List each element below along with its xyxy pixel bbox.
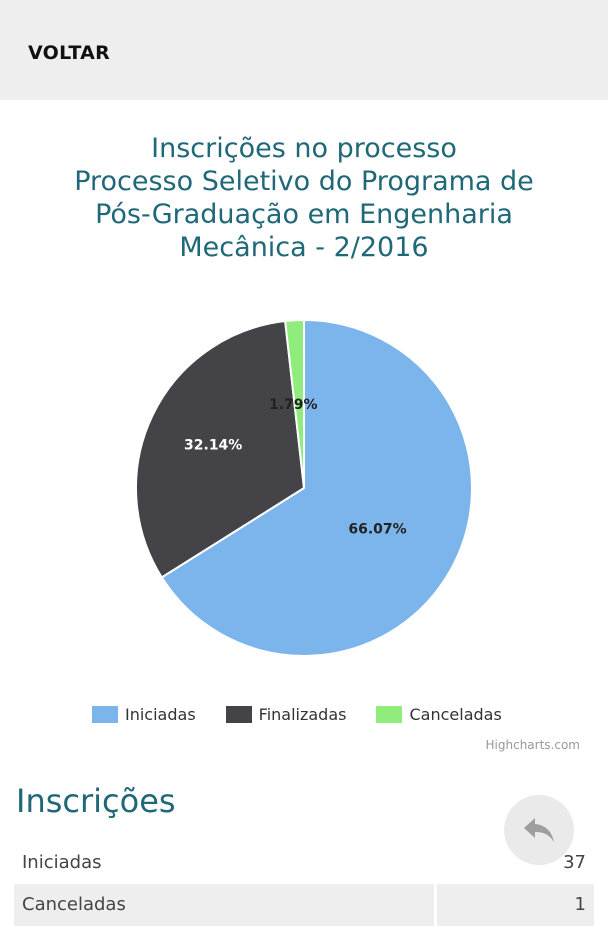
stats-table: Iniciadas 37 Canceladas 1 xyxy=(14,842,594,926)
legend-label: Canceladas xyxy=(409,704,502,724)
chart-legend: Iniciadas Finalizadas Canceladas xyxy=(92,702,532,726)
legend-label: Iniciadas xyxy=(125,704,196,724)
row-label: Iniciadas xyxy=(22,852,102,873)
legend-label: Finalizadas xyxy=(258,704,347,724)
table-row: Canceladas 1 xyxy=(14,884,594,926)
section-title: Inscrições xyxy=(16,782,176,820)
legend-item-finalizadas[interactable]: Finalizadas xyxy=(225,704,347,724)
chart-title-line: Processo Seletivo do Programa de xyxy=(74,166,534,197)
chart-title-line: Mecânica - 2/2016 xyxy=(179,232,429,263)
row-divider xyxy=(434,884,437,926)
reply-icon xyxy=(524,818,554,842)
pie-data-label: 1.79% xyxy=(269,397,318,413)
legend-swatch xyxy=(376,705,403,723)
pie-slice-iniciadas[interactable] xyxy=(160,318,473,657)
row-value: 1 xyxy=(574,894,586,915)
reply-button[interactable] xyxy=(504,795,574,865)
row-value: 37 xyxy=(563,852,586,873)
back-button[interactable]: VOLTAR xyxy=(28,42,111,64)
pie-slice-canceladas[interactable] xyxy=(284,318,305,489)
pie-data-label: 66.07% xyxy=(348,522,406,538)
legend-item-iniciadas[interactable]: Iniciadas xyxy=(92,705,196,724)
table-row: Iniciadas 37 xyxy=(14,842,594,884)
chart-title-line: Pós-Graduação em Engenharia xyxy=(95,199,513,230)
pie-chart: 66.07% 32.14% 1.79% xyxy=(135,318,473,657)
legend-swatch xyxy=(225,705,252,723)
chart-title-line: Inscrições no processo xyxy=(151,133,457,164)
row-label: Canceladas xyxy=(22,894,126,915)
chart-title: Inscrições no processo Processo Seletivo… xyxy=(30,132,578,264)
pie-data-label: 32.14% xyxy=(184,437,242,453)
legend-swatch xyxy=(92,705,118,723)
legend-item-canceladas[interactable]: Canceladas xyxy=(376,704,502,724)
pie-slice-finalizadas[interactable] xyxy=(135,319,306,579)
top-bar: VOLTAR xyxy=(0,0,608,100)
chart-credits[interactable]: Highcharts.com xyxy=(485,738,580,752)
